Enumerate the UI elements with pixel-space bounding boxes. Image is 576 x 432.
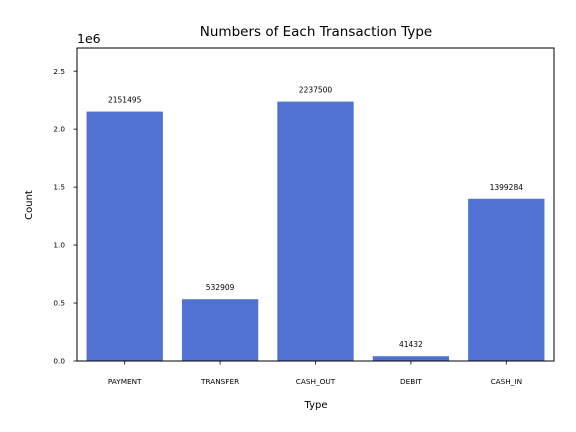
x-axis: PAYMENT TRANSFER CASH_OUT DEBIT CASH_IN [108,361,522,386]
bar-debit [372,356,450,361]
y-tick-label: 0.5 [53,299,65,308]
y-axis: 0.0 0.5 1.0 1.5 2.0 2.5 [53,67,77,366]
y-tick-label: 2.0 [53,125,65,134]
y-axis-multiplier: 1e6 [77,31,101,46]
plot-frame [76,47,555,362]
y-tick-label: 1.5 [53,183,65,192]
data-label-payment: 2151495 [108,96,142,105]
data-labels-group: 2151495 532909 2237500 41432 1399284 [108,86,523,350]
y-tick-label: 0.0 [53,357,65,366]
x-tick-label-payment: PAYMENT [108,377,142,386]
x-tick-label-debit: DEBIT [400,377,422,386]
data-label-debit: 41432 [399,340,423,349]
data-label-cash-out: 2237500 [299,86,333,95]
data-label-cash-in: 1399284 [490,183,524,192]
y-axis-label: Count [24,190,35,220]
bar-payment [86,111,163,361]
y-tick-label: 2.5 [53,67,65,76]
bar-transfer [181,299,259,361]
x-tick-label-transfer: TRANSFER [200,377,239,386]
y-tick-label: 1.0 [53,241,65,250]
bar-cash-in [468,198,545,361]
x-tick-label-cash-in: CASH_IN [491,377,522,386]
bars-group [86,101,545,362]
bar-cash-out [277,101,354,362]
chart-title: Numbers of Each Transaction Type [200,24,432,40]
data-label-transfer: 532909 [206,283,235,292]
x-axis-label: Type [304,400,328,411]
x-tick-label-cash-out: CASH_OUT [296,377,336,386]
